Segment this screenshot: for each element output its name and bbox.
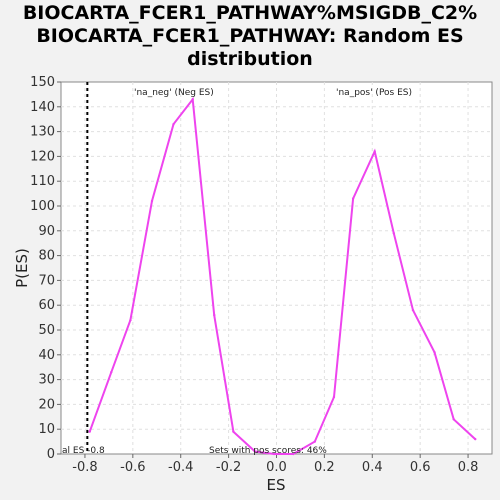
chart-title: BIOCARTA_FCER1_PATHWAY%MSIGDB_C2% BIOCAR… [0, 2, 500, 71]
pos-scores-label: Sets with pos scores: 46% [209, 446, 327, 456]
x-tick-label: 0.4 [362, 460, 383, 475]
y-axis-ticks: 0 10 20 30 40 50 60 70 80 90 100 110 120 130 140 150 [30, 75, 61, 462]
y-tick-label: 90 [38, 224, 55, 239]
data-point [332, 395, 336, 399]
x-tick-label: -0.6 [120, 460, 145, 475]
data-point [253, 450, 257, 453]
data-point [232, 430, 235, 433]
data-point [411, 308, 415, 312]
data-point [110, 370, 113, 374]
data-point [213, 313, 216, 317]
data-point [272, 452, 276, 456]
data-point [150, 199, 154, 203]
y-tick-label: 110 [30, 174, 55, 189]
data-point [433, 351, 436, 354]
x-tick-label: 0.2 [314, 460, 335, 475]
y-tick-label: 10 [38, 422, 55, 437]
y-tick-label: 0 [47, 447, 55, 462]
data-point [88, 430, 91, 433]
pos-es-label: 'na_pos' (Pos ES) [336, 88, 412, 98]
x-axis-title: ES [267, 476, 286, 494]
data-point [172, 122, 175, 126]
data-point [474, 437, 477, 441]
y-tick-label: 130 [30, 125, 55, 140]
x-tick-label: -0.8 [72, 460, 97, 475]
y-tick-label: 20 [38, 397, 55, 412]
data-point [191, 98, 194, 101]
data-point [129, 318, 132, 322]
actual-es-label: al ES -0.8 [62, 446, 105, 456]
data-point [351, 197, 355, 200]
chart-title-line-1: BIOCARTA_FCER1_PATHWAY%MSIGDB_C2% [22, 2, 478, 24]
x-tick-label: -0.4 [168, 460, 193, 475]
x-tick-label: 0.0 [266, 460, 287, 475]
y-tick-label: 60 [38, 298, 55, 313]
x-axis-ticks: -0.8 -0.6 -0.4 -0.2 0.0 0.2 0.4 0.6 0.8 [72, 454, 478, 475]
y-tick-label: 30 [38, 373, 55, 388]
series-line [88, 96, 476, 455]
grid-lines [61, 82, 492, 454]
series-points [88, 98, 477, 456]
y-tick-label: 50 [38, 323, 55, 338]
y-tick-label: 100 [30, 199, 55, 214]
neg-es-label: 'na_neg' (Neg ES) [134, 88, 214, 98]
y-axis-title: P(ES) [13, 248, 31, 288]
x-tick-label: 0.8 [458, 460, 479, 475]
y-tick-label: 120 [30, 149, 55, 164]
y-tick-label: 150 [30, 75, 55, 90]
x-tick-label: -0.2 [216, 460, 241, 475]
data-point [313, 440, 317, 443]
y-tick-label: 70 [38, 273, 55, 288]
chart-title-line-3: distribution [187, 48, 313, 70]
data-point [392, 232, 396, 235]
x-tick-label: 0.6 [410, 460, 431, 475]
y-tick-label: 80 [38, 249, 55, 264]
y-tick-label: 140 [30, 100, 55, 115]
y-tick-label: 40 [38, 348, 55, 363]
chart-title-line-2: BIOCARTA_FCER1_PATHWAY: Random ES [36, 25, 464, 47]
data-point [452, 418, 455, 421]
data-point [373, 150, 376, 153]
data-point [292, 452, 295, 456]
